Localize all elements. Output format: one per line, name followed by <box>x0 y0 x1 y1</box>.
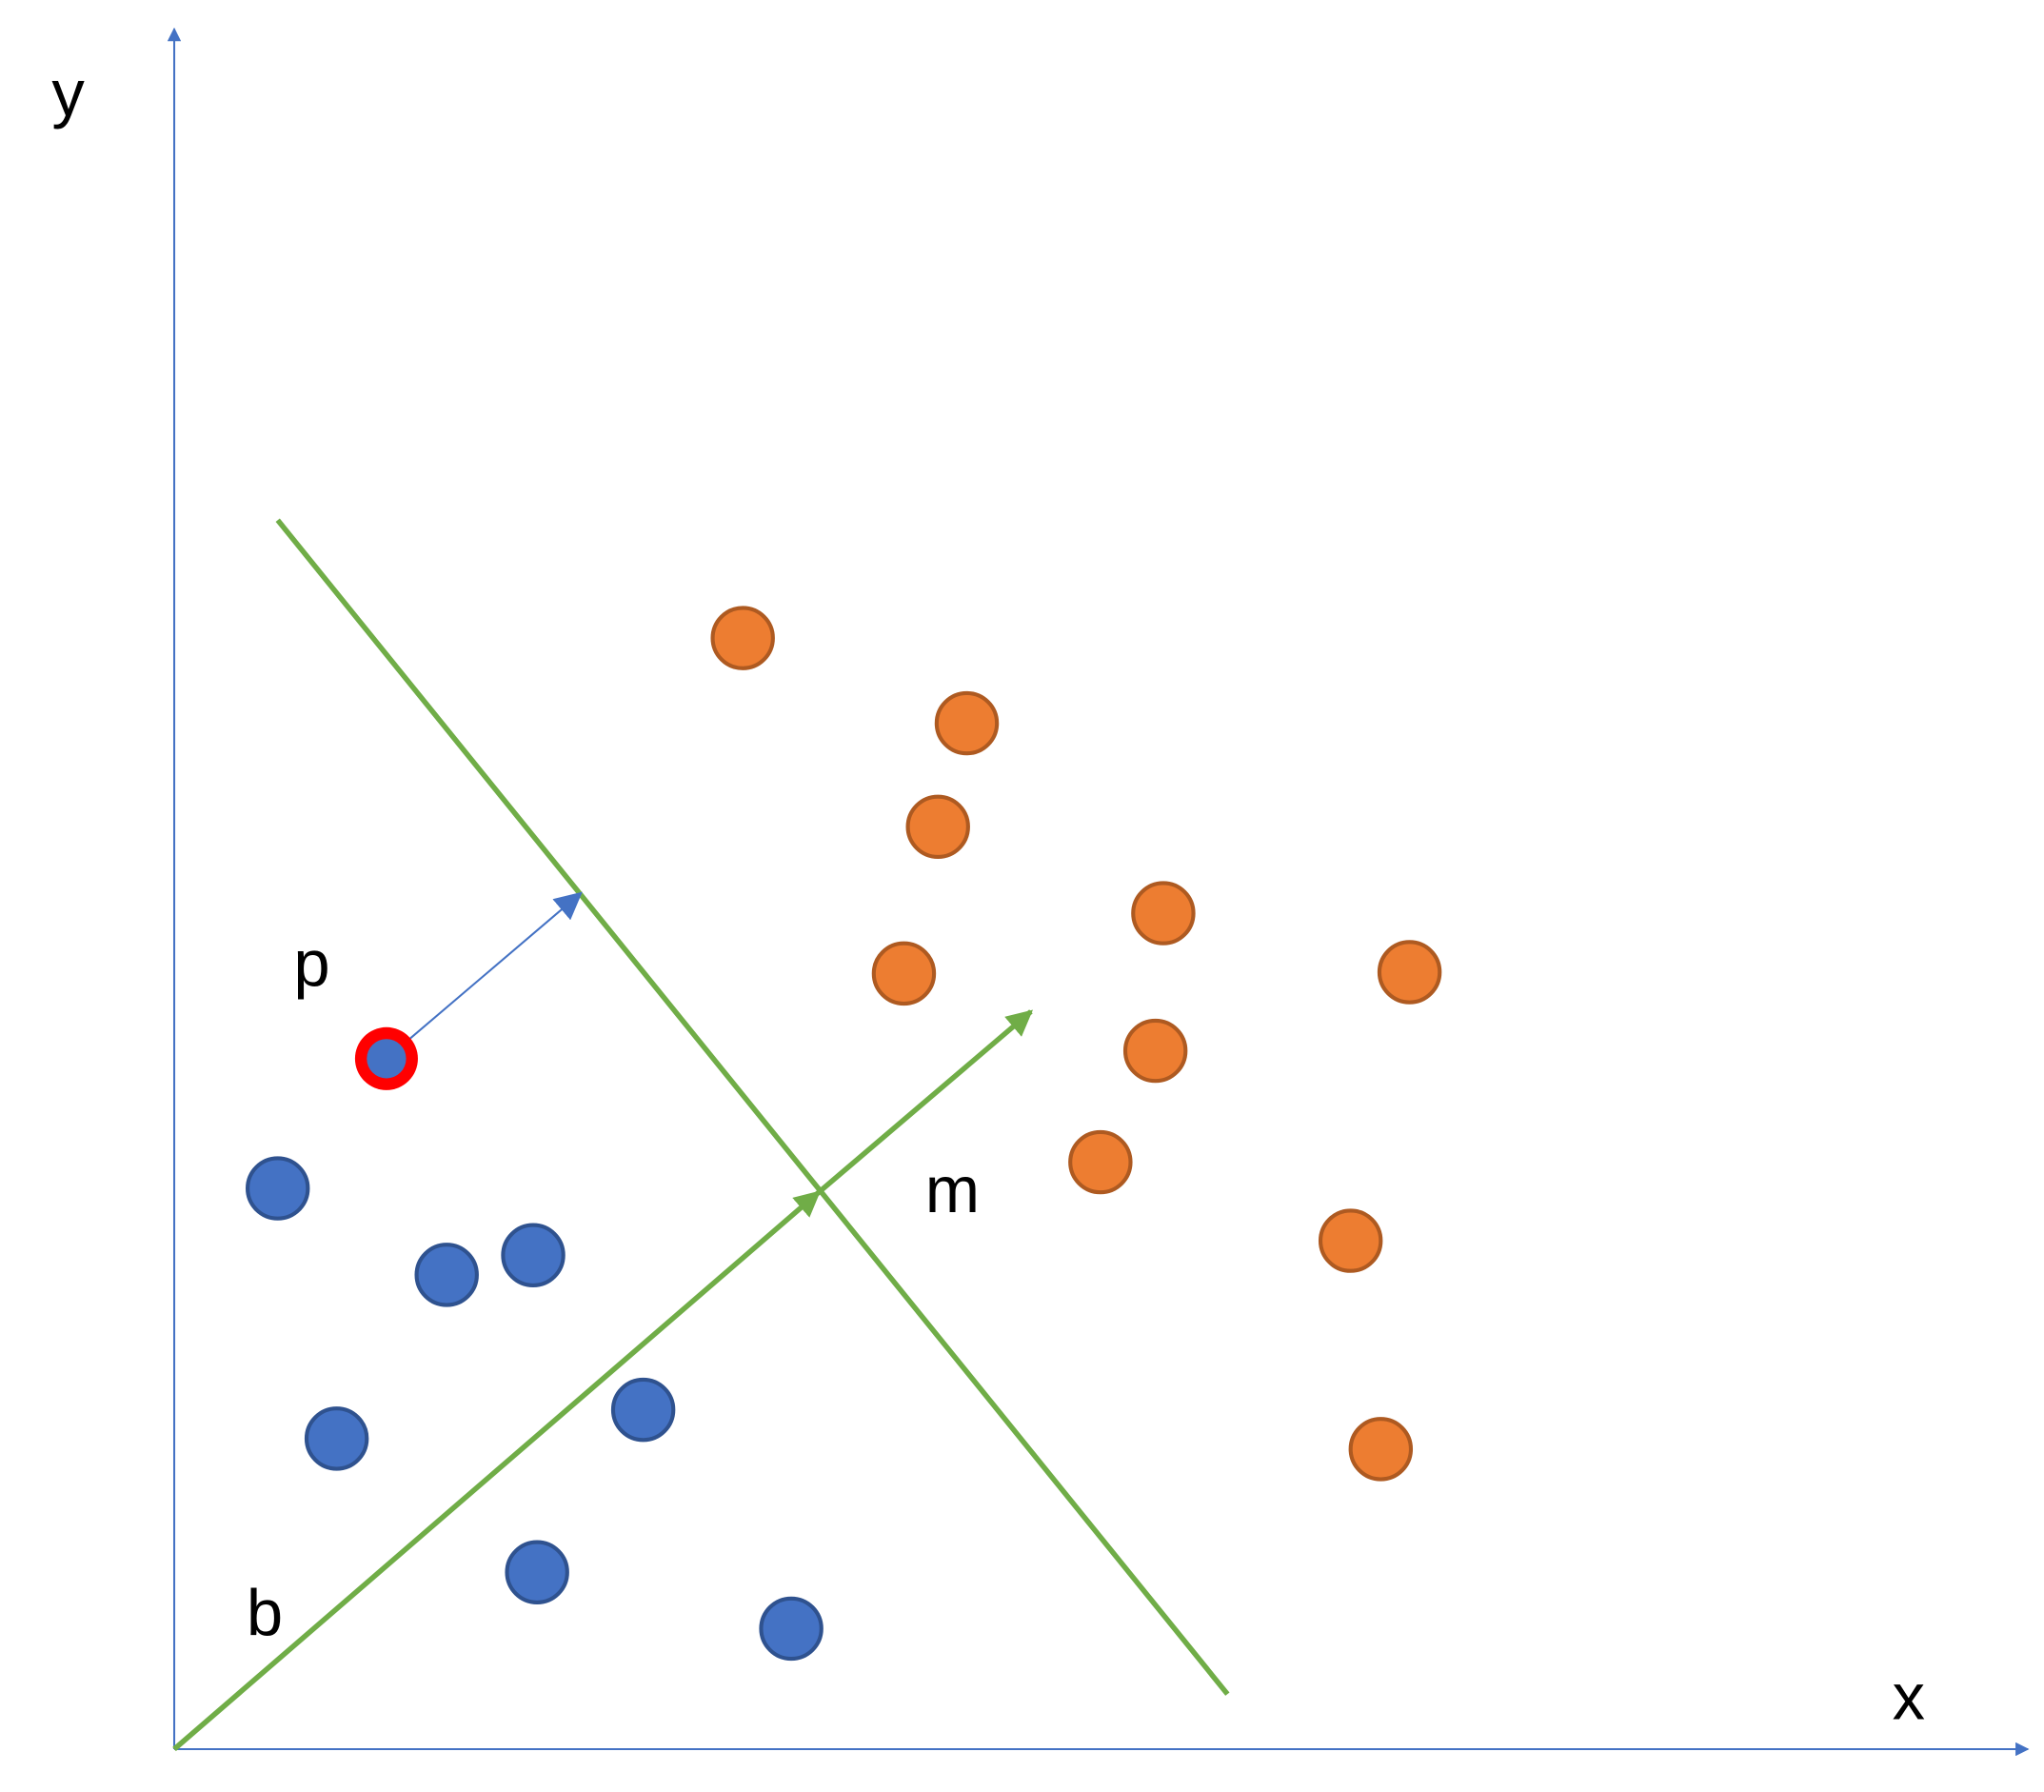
point <box>1377 940 1442 1005</box>
label-m: m <box>925 1153 980 1226</box>
point <box>1348 1417 1414 1482</box>
x-axis-label: x <box>1893 1660 1925 1733</box>
point <box>934 690 1000 756</box>
point <box>905 794 970 859</box>
point <box>710 606 775 670</box>
point <box>610 1377 676 1443</box>
blue-points <box>246 1026 824 1662</box>
offset-vector <box>172 1190 822 1752</box>
point <box>505 1540 569 1604</box>
projection-arrow <box>386 891 583 1060</box>
point <box>1068 1129 1133 1195</box>
point <box>501 1223 566 1287</box>
label-b: b <box>247 1576 283 1649</box>
point <box>246 1156 310 1221</box>
point <box>304 1406 369 1471</box>
point <box>1318 1208 1383 1273</box>
label-p: p <box>293 926 329 1000</box>
axes: y x <box>51 27 2030 1757</box>
y-axis-label: y <box>51 56 85 129</box>
decision-line <box>275 518 1230 1696</box>
point <box>414 1243 479 1307</box>
direction-vector <box>817 1009 1034 1195</box>
point-p <box>367 1039 407 1079</box>
point <box>1122 1018 1188 1084</box>
point <box>871 941 937 1006</box>
point <box>759 1596 824 1662</box>
orange-points <box>710 606 1442 1482</box>
point <box>1131 881 1196 946</box>
